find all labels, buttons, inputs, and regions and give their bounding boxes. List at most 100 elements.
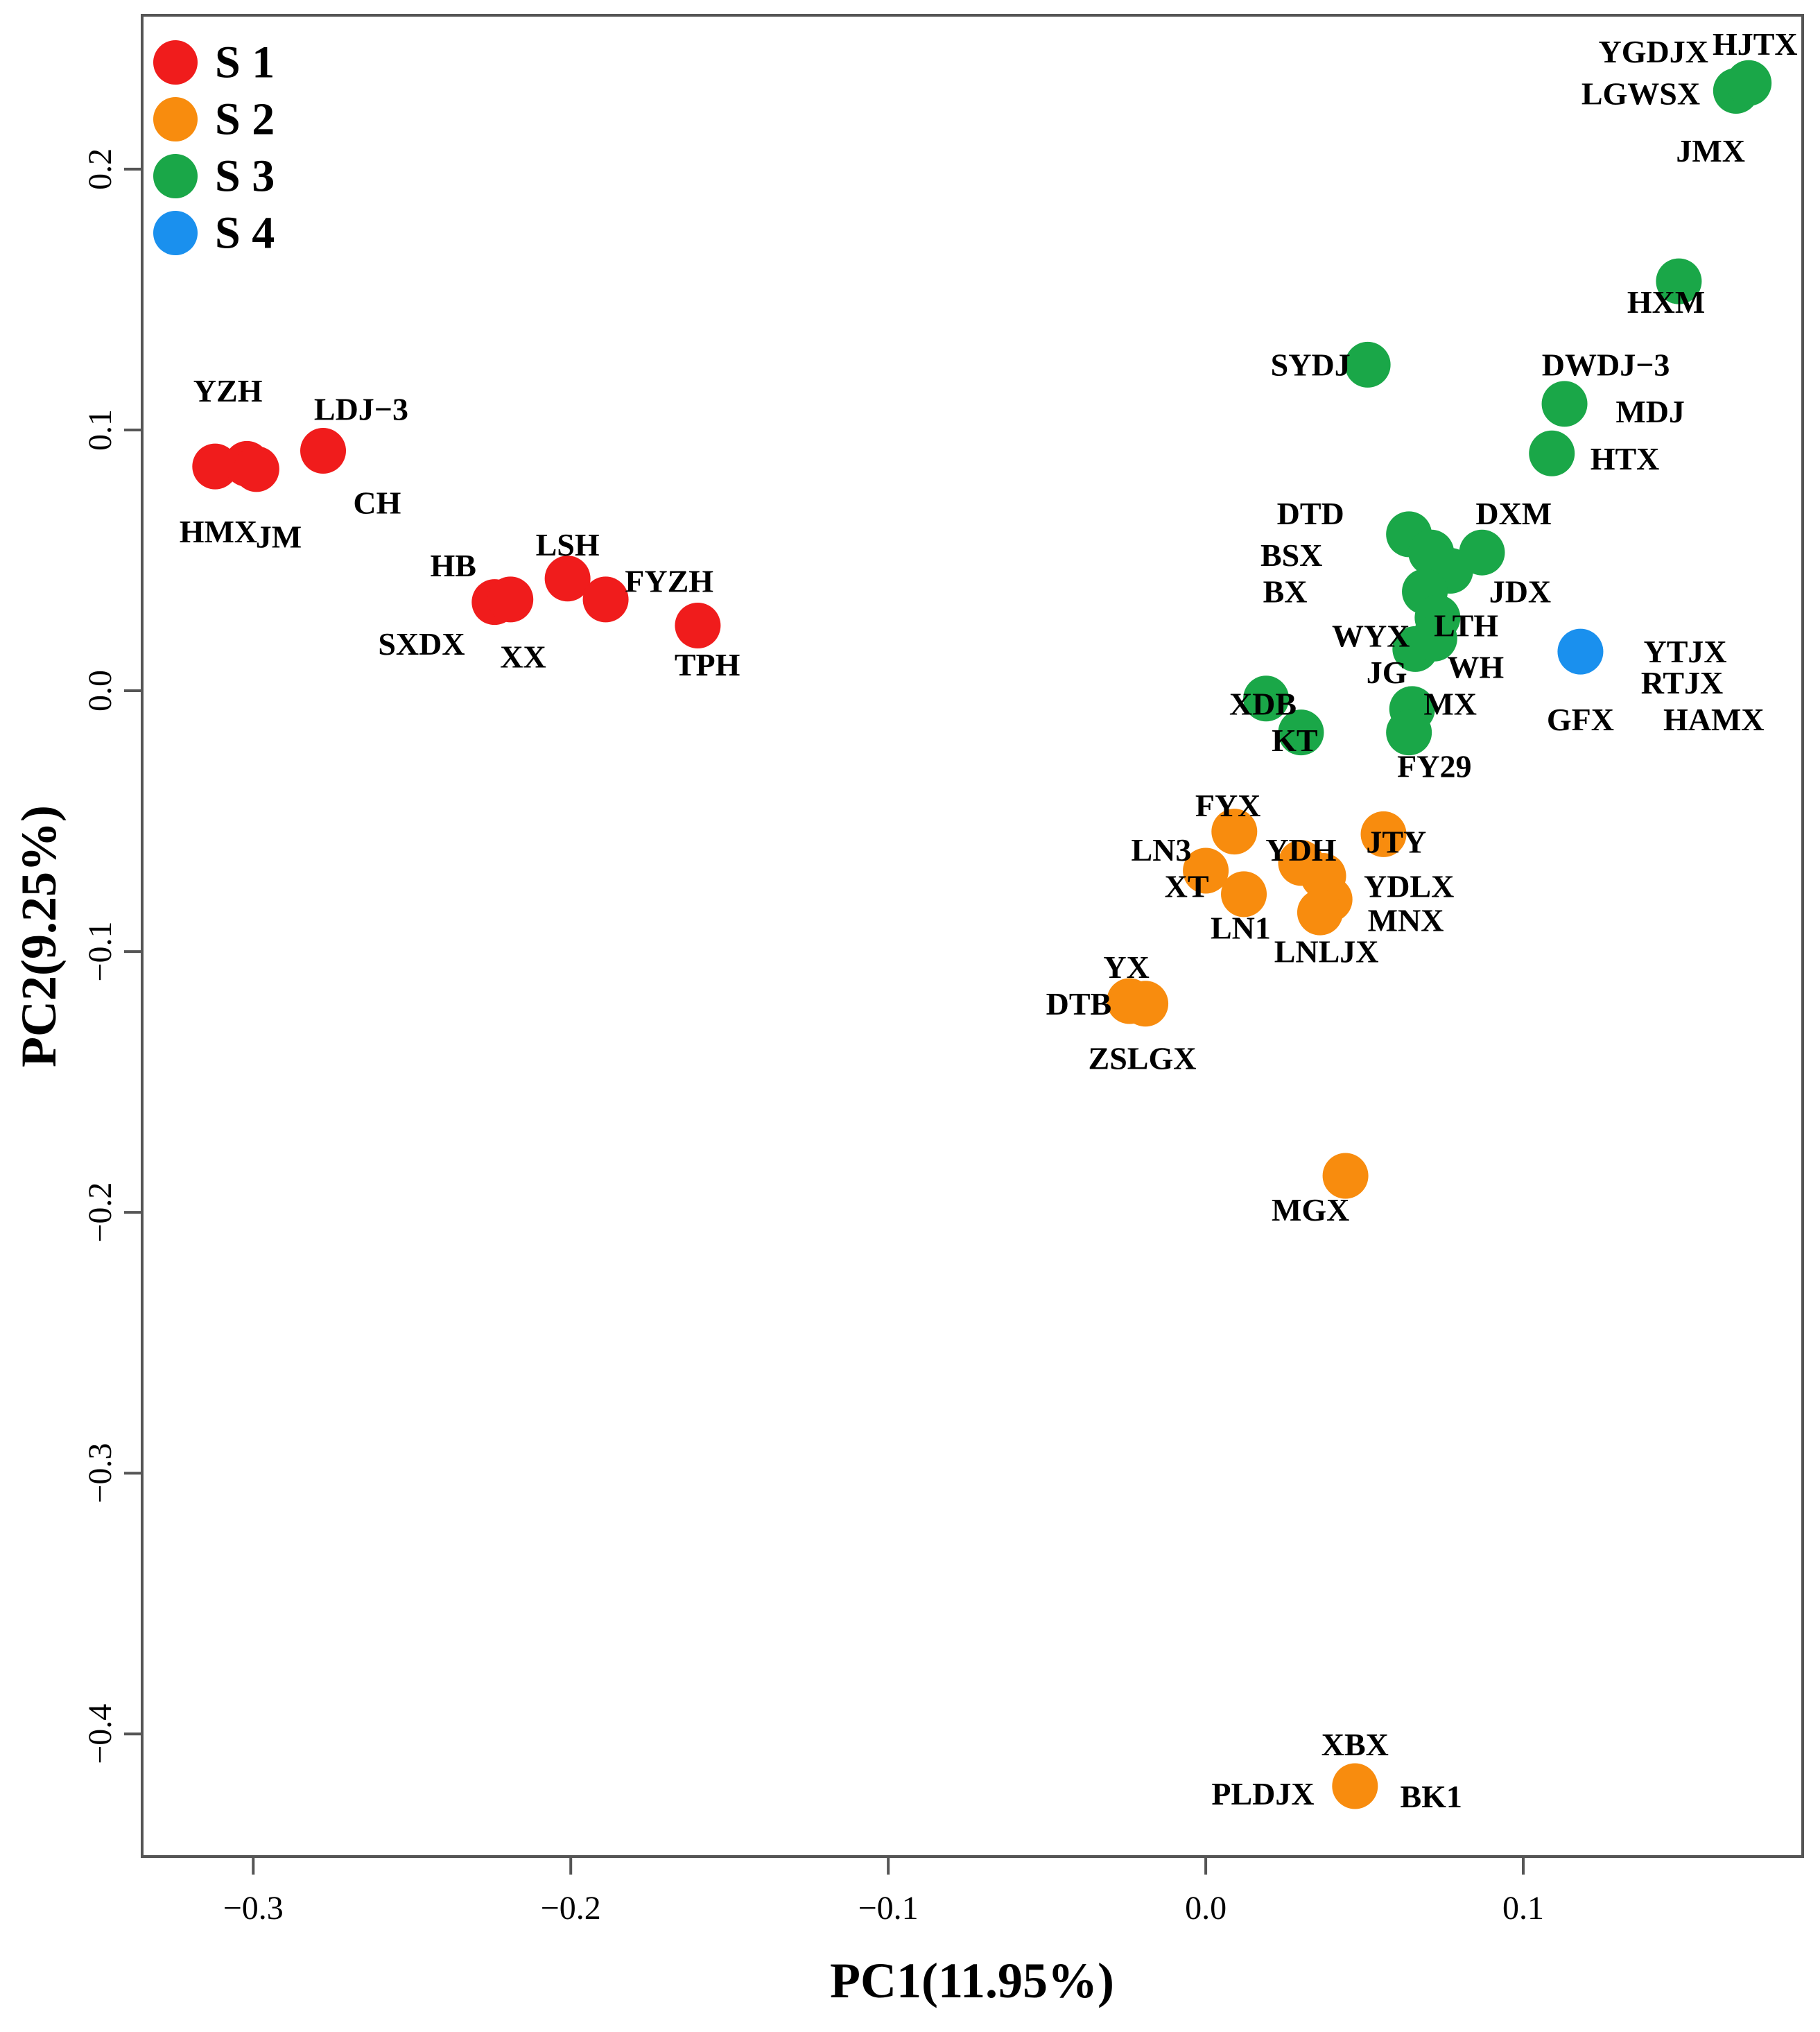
point-label: DWDJ−3 <box>1542 347 1670 382</box>
y-axis-label: PC2(9.25%) <box>11 805 67 1067</box>
point-label: JMX <box>1676 133 1745 169</box>
y-tick-label: −0.3 <box>82 1443 119 1504</box>
x-tick-label: −0.2 <box>541 1890 601 1927</box>
data-point <box>1297 889 1343 936</box>
point-label: XX <box>500 639 546 675</box>
point-label: LSH <box>536 527 600 562</box>
point-label: DTB <box>1046 986 1112 1022</box>
y-tick-label: 0.1 <box>82 409 119 451</box>
point-label: XDB <box>1229 686 1297 721</box>
data-point <box>487 576 534 623</box>
point-label: XBX <box>1321 1727 1389 1762</box>
legend-entry: S 4 <box>215 208 275 259</box>
data-point <box>1656 258 1702 304</box>
point-label: YGDJX <box>1599 34 1708 69</box>
x-tick-label: 0.1 <box>1502 1890 1544 1927</box>
y-tick-label: −0.4 <box>82 1704 119 1764</box>
x-axis-ticks: −0.3 −0.2 −0.1 0.0 0.1 <box>223 1857 1544 1927</box>
point-label: KT <box>1272 723 1317 758</box>
point-label: FYX <box>1195 788 1261 823</box>
x-tick-label: −0.3 <box>223 1890 284 1927</box>
point-label: BX <box>1263 574 1308 610</box>
point-label: HB <box>431 548 476 583</box>
point-label: GFX <box>1547 702 1614 737</box>
plot-frame <box>141 14 1804 1858</box>
point-label: HJTX <box>1713 26 1798 62</box>
data-point <box>1344 341 1391 388</box>
data-point <box>1183 847 1229 894</box>
point-label: DTD <box>1277 496 1344 531</box>
point-label: YZH <box>193 373 263 408</box>
point-label: FY29 <box>1397 749 1471 784</box>
data-point <box>1360 811 1407 857</box>
point-label: TPH <box>675 647 740 682</box>
x-axis-label: PC1(11.95%) <box>830 1953 1114 2008</box>
point-label: ZSLGX <box>1089 1041 1197 1076</box>
point-label: LDJ−3 <box>314 391 408 427</box>
data-point <box>1541 381 1588 427</box>
point-label: YX <box>1103 949 1149 985</box>
data-point <box>1411 615 1457 662</box>
y-tick-label: 0.0 <box>82 670 119 712</box>
data-point <box>1221 871 1267 918</box>
point-label: HXM <box>1627 284 1705 320</box>
data-point <box>1211 809 1258 855</box>
legend-marker <box>153 40 198 85</box>
point-label: YDLX <box>1364 869 1454 904</box>
data-point <box>1332 1763 1378 1809</box>
data-point <box>544 556 591 602</box>
point-label: YDH <box>1265 832 1336 868</box>
point-label: MX <box>1423 686 1477 721</box>
point-label: BK1 <box>1400 1779 1462 1814</box>
legend-marker <box>153 211 198 255</box>
point-label: JDX <box>1489 574 1551 610</box>
data-point <box>1726 60 1772 106</box>
point-labels: YGDJX HJTX LGWSX JMX HXM SYDJ DWDJ−3 MDJ HTX YZH L… <box>180 26 1798 1814</box>
y-axis-ticks: −0.4 −0.3 −0.2 −0.1 0.0 0.1 0.2 <box>82 148 142 1764</box>
point-label: LN1 <box>1211 911 1271 946</box>
legend: S 1 S 2 S 3 S 4 <box>153 37 275 259</box>
point-label: JTY <box>1366 825 1426 860</box>
point-label: LGWSX <box>1581 76 1700 111</box>
point-label: WH <box>1447 650 1504 685</box>
data-points <box>192 60 1772 1809</box>
point-label: MDJ <box>1615 394 1685 429</box>
point-label: LN3 <box>1132 832 1192 868</box>
data-point <box>300 428 347 474</box>
data-point <box>582 576 629 623</box>
point-label: SXDX <box>378 626 465 662</box>
legend-entry: S 3 <box>215 151 275 202</box>
x-tick-label: −0.1 <box>858 1890 919 1927</box>
data-point <box>1386 709 1432 756</box>
point-label: FYZH <box>625 564 713 599</box>
point-label: JG <box>1367 655 1407 690</box>
point-label: HMX <box>180 514 257 549</box>
point-label: MNX <box>1368 902 1444 938</box>
x-tick-label: 0.0 <box>1185 1890 1227 1927</box>
data-point <box>233 446 279 492</box>
data-point <box>1278 709 1324 756</box>
point-label: SYDJ <box>1271 347 1351 382</box>
point-label: LNLJX <box>1274 934 1379 970</box>
point-label: JM <box>256 519 302 555</box>
point-label: CH <box>353 485 401 521</box>
point-label: DXM <box>1475 496 1552 531</box>
y-tick-label: −0.2 <box>82 1182 119 1243</box>
point-label: MGX <box>1272 1192 1349 1228</box>
legend-entry: S 2 <box>215 94 275 145</box>
y-tick-label: −0.1 <box>82 922 119 982</box>
point-label: XT <box>1165 869 1209 904</box>
point-label: YTJX <box>1644 634 1727 669</box>
data-point <box>1529 430 1575 476</box>
point-label: RTJX <box>1641 665 1724 700</box>
point-label: HTX <box>1591 441 1660 476</box>
data-point <box>1243 675 1290 722</box>
point-label: WYX <box>1332 619 1410 654</box>
point-label: PLDJX <box>1211 1776 1314 1811</box>
data-point <box>675 602 721 648</box>
data-point <box>1123 981 1169 1027</box>
data-point <box>1557 628 1604 675</box>
point-label: BSX <box>1260 537 1322 573</box>
legend-marker <box>153 154 198 198</box>
